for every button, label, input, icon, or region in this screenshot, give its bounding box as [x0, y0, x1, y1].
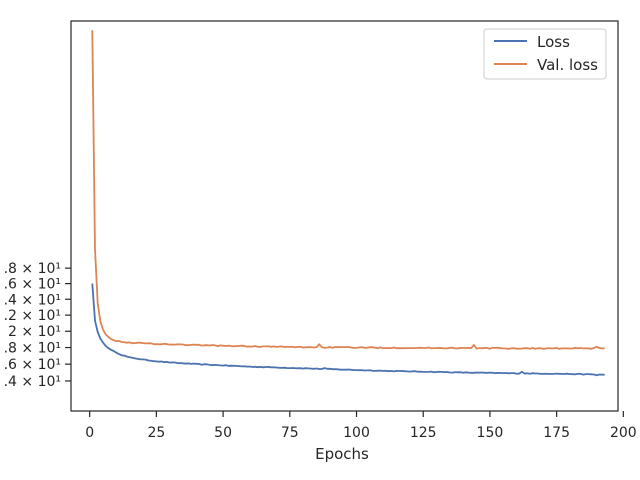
x-tick-label: 175 [543, 425, 570, 441]
series-layer [91, 30, 605, 377]
legend-label-val-loss: Val. loss [537, 56, 598, 74]
legend: Loss Val. loss [483, 28, 607, 80]
x-tick-label: 25 [147, 425, 165, 441]
x-axis-title: Epochs [315, 445, 369, 463]
y-tick-label: .2 × 10¹ [4, 308, 61, 324]
x-axis: 0 25 50 75 100 125 150 175 200 [85, 411, 637, 441]
plot-area [70, 20, 619, 412]
y-tick-label: .4 × 10¹ [4, 374, 61, 390]
y-tick-label: .6 × 10¹ [4, 357, 61, 373]
y-tick-label: .6 × 10¹ [4, 277, 61, 293]
series-line-val-loss [91, 30, 605, 350]
x-tick-label: 125 [410, 425, 437, 441]
x-tick-label: 150 [477, 425, 504, 441]
x-tick-label: 75 [281, 425, 299, 441]
y-tick-label: .8 × 10¹ [4, 261, 61, 277]
x-tick-label: 200 [610, 425, 637, 441]
x-tick-label: 0 [85, 425, 94, 441]
x-tick-label: 100 [343, 425, 370, 441]
x-tick-label: 50 [214, 425, 232, 441]
y-tick-label: .4 × 10¹ [4, 292, 61, 308]
series-line-loss [91, 283, 605, 377]
y-tick-label: 2 × 10¹ [8, 324, 61, 340]
y-tick-label: .8 × 10¹ [4, 341, 61, 357]
legend-label-loss: Loss [537, 33, 570, 51]
